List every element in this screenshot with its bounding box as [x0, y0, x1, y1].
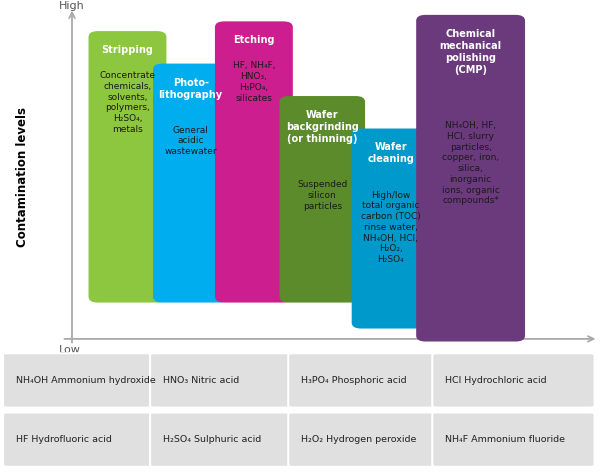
- FancyBboxPatch shape: [432, 353, 595, 408]
- FancyBboxPatch shape: [3, 412, 159, 467]
- Text: Wafer
backgrinding
(or thinning): Wafer backgrinding (or thinning): [286, 110, 359, 144]
- Text: NH₄F Ammonium fluoride: NH₄F Ammonium fluoride: [445, 435, 565, 444]
- Text: Chemical
mechanical
polishing
(CMP): Chemical mechanical polishing (CMP): [440, 29, 502, 75]
- Text: High: High: [59, 1, 85, 11]
- Text: HF Hydrofluoric acid: HF Hydrofluoric acid: [16, 435, 112, 444]
- FancyBboxPatch shape: [215, 21, 293, 302]
- FancyBboxPatch shape: [416, 15, 525, 341]
- Text: NH₄OH, HF,
HCl, slurry
particles,
copper, iron,
silica,
inorganic
ions, organic
: NH₄OH, HF, HCl, slurry particles, copper…: [442, 121, 500, 205]
- FancyBboxPatch shape: [150, 412, 296, 467]
- FancyBboxPatch shape: [280, 96, 365, 302]
- Text: Stripping: Stripping: [101, 45, 154, 55]
- Text: High: High: [568, 362, 593, 372]
- Text: Wastewater volume: Wastewater volume: [264, 381, 396, 394]
- FancyBboxPatch shape: [288, 353, 440, 408]
- Text: H₂SO₄ Sulphuric acid: H₂SO₄ Sulphuric acid: [163, 435, 261, 444]
- FancyBboxPatch shape: [150, 353, 296, 408]
- Text: Photo-
lithography: Photo- lithography: [158, 78, 223, 100]
- Text: General
acidic
wastewater: General acidic wastewater: [164, 126, 217, 156]
- Text: H₂O₂ Hydrogen peroxide: H₂O₂ Hydrogen peroxide: [301, 435, 416, 444]
- Text: Etching: Etching: [233, 36, 275, 46]
- Text: High/low
total organic
carbon (TOC)
rinse water,
NH₄OH, HCl,
H₂O₂,
H₂SO₄: High/low total organic carbon (TOC) rins…: [361, 191, 421, 264]
- Text: HNO₃ Nitric acid: HNO₃ Nitric acid: [163, 376, 239, 385]
- Text: HF, NH₄F,
HNO₃,
H₃PO₄,
silicates: HF, NH₄F, HNO₃, H₃PO₄, silicates: [233, 61, 275, 102]
- FancyBboxPatch shape: [432, 412, 595, 467]
- Text: HCl Hydrochloric acid: HCl Hydrochloric acid: [445, 376, 547, 385]
- FancyBboxPatch shape: [153, 64, 229, 302]
- Text: Wafer
cleaning: Wafer cleaning: [367, 143, 414, 164]
- Text: H₃PO₄ Phosphoric acid: H₃PO₄ Phosphoric acid: [301, 376, 407, 385]
- Text: Low: Low: [59, 346, 81, 356]
- FancyBboxPatch shape: [352, 128, 430, 328]
- Text: Concentrate
chemicals,
solvents,
polymers,
H₂SO₄,
metals: Concentrate chemicals, solvents, polymer…: [100, 71, 155, 134]
- Text: Contamination levels: Contamination levels: [16, 107, 29, 246]
- Text: Low: Low: [72, 362, 94, 372]
- FancyBboxPatch shape: [288, 412, 440, 467]
- FancyBboxPatch shape: [89, 31, 166, 302]
- Text: NH₄OH Ammonium hydroxide: NH₄OH Ammonium hydroxide: [16, 376, 156, 385]
- FancyBboxPatch shape: [3, 353, 159, 408]
- Text: Suspended
silicon
particles: Suspended silicon particles: [297, 180, 347, 210]
